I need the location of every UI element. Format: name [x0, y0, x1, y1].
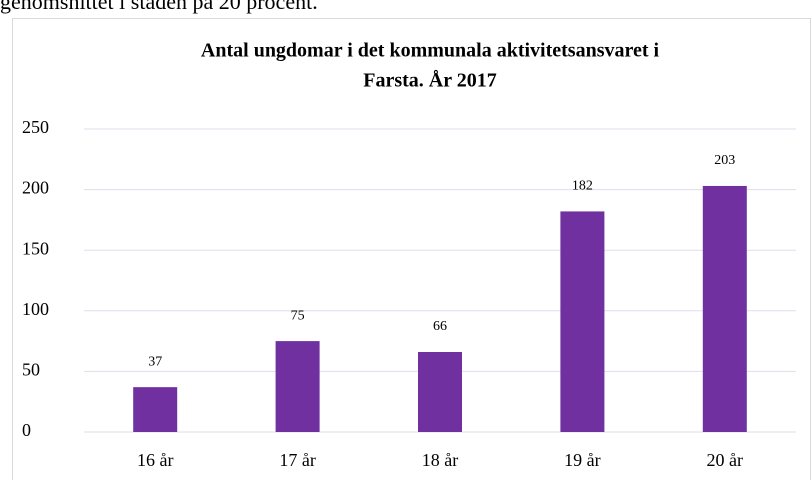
bar	[275, 341, 320, 432]
y-tick-label: 150	[22, 238, 49, 258]
y-tick-label: 50	[22, 360, 40, 380]
data-label: 37	[148, 354, 162, 369]
y-tick-label: 100	[22, 299, 49, 319]
bar	[702, 185, 747, 432]
y-tick-label: 200	[22, 178, 49, 198]
y-tick-label: 250	[22, 117, 49, 137]
data-label: 75	[291, 308, 305, 323]
x-tick-label: 16 år	[137, 450, 173, 470]
bar	[133, 387, 178, 432]
data-label: 182	[572, 179, 593, 194]
x-tick-label: 17 år	[279, 450, 315, 470]
data-label: 203	[714, 153, 735, 168]
y-tick-label: 0	[22, 420, 31, 440]
x-tick-label: 20 år	[707, 450, 743, 470]
x-tick-label: 18 år	[422, 450, 458, 470]
x-tick-label: 19 år	[564, 450, 600, 470]
chart-title: Antal ungdomar i det kommunala aktivitet…	[201, 40, 660, 62]
data-label: 66	[433, 319, 447, 334]
chart-title: Farsta. År 2017	[363, 69, 497, 92]
bar	[418, 352, 462, 432]
bar	[560, 211, 605, 432]
document-text: genomsnittet i staden på 20 procent.	[0, 0, 318, 14]
